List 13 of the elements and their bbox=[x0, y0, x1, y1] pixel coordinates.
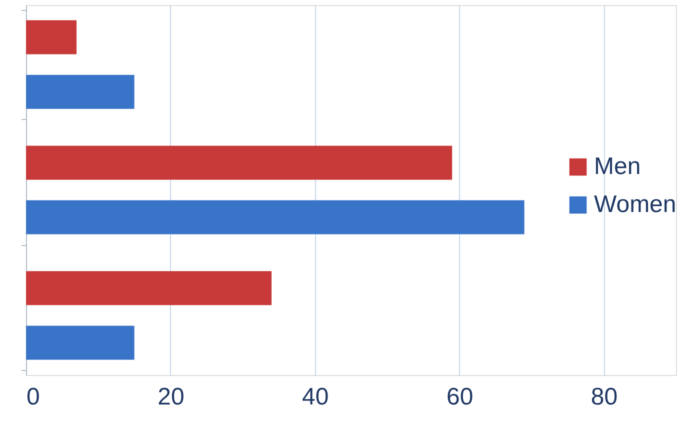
bar bbox=[26, 271, 272, 306]
x-tick-label: 80 bbox=[590, 384, 618, 410]
x-tick-label: 20 bbox=[158, 384, 184, 410]
bar bbox=[26, 200, 524, 234]
bar bbox=[26, 74, 134, 109]
bar bbox=[26, 146, 452, 180]
bar bbox=[26, 326, 134, 360]
x-tick-label: 40 bbox=[302, 384, 329, 410]
legend-label: Men bbox=[594, 153, 641, 180]
x-tick-label: 0 bbox=[26, 384, 40, 410]
bar bbox=[26, 20, 77, 54]
x-tick-label: 60 bbox=[446, 384, 474, 410]
legend-label: Women bbox=[594, 191, 676, 218]
